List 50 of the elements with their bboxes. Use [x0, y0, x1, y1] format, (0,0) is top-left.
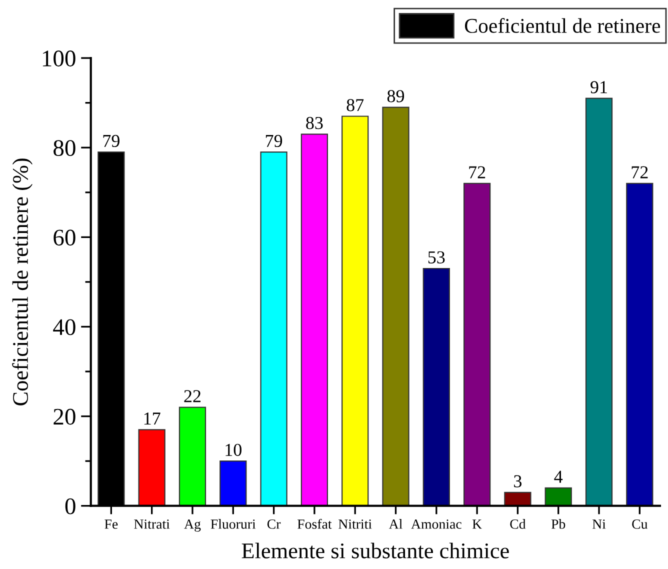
bar: [422, 268, 450, 506]
x-tick-label: Nitriti: [338, 519, 372, 529]
bar: [178, 406, 206, 506]
data-label: 22: [184, 390, 201, 402]
bar: [585, 98, 613, 506]
y-axis-title: Coeficientul de retinere (%): [12, 158, 33, 406]
legend-label: Coeficientul de retinere: [464, 18, 660, 33]
data-label: 53: [428, 251, 445, 264]
x-tick-label: Cu: [632, 519, 648, 529]
bar: [220, 460, 247, 506]
x-tick-label: Fe: [104, 520, 118, 529]
x-tick-label: Nitrati: [134, 519, 170, 529]
x-tick-label: Fluoruri: [210, 519, 256, 529]
x-tick-label: Cr: [267, 519, 281, 529]
x-axis-title: Elemente si substante chimice: [242, 542, 509, 558]
data-label: 4: [554, 470, 563, 483]
bar: [504, 492, 532, 506]
x-tick-label: Al: [388, 519, 402, 529]
bar: [382, 106, 410, 506]
x-tick-label: K: [472, 520, 482, 529]
bar: [300, 134, 328, 506]
bar: [544, 487, 572, 506]
data-label: 10: [226, 444, 242, 456]
y-tick-label: 80: [54, 140, 76, 156]
x-tick-label: Pb: [551, 519, 566, 529]
y-tick-label: 100: [42, 50, 76, 66]
data-label: 72: [469, 166, 486, 178]
bar: [342, 116, 369, 506]
y-tick-label: 20: [54, 408, 76, 425]
data-label: 91: [590, 81, 607, 94]
data-label: 83: [306, 116, 323, 130]
data-label: 89: [387, 90, 404, 102]
bar: [626, 182, 654, 506]
data-label: 87: [346, 99, 364, 112]
data-label: 79: [103, 134, 120, 148]
data-label: 72: [632, 166, 648, 178]
data-label: 79: [266, 134, 282, 148]
y-tick-label: 40: [53, 319, 76, 336]
y-tick-label: 60: [54, 230, 76, 246]
x-tick-label: Ag: [184, 519, 201, 532]
bar: [138, 429, 166, 506]
bar: [260, 152, 288, 506]
y-tick-label: 0: [65, 498, 76, 514]
x-tick-label: Ni: [592, 519, 606, 529]
x-tick-label: Amoniac: [411, 519, 462, 529]
bar: [463, 182, 491, 506]
x-tick-label: Fosfat: [297, 518, 332, 529]
data-label: 17: [144, 412, 160, 424]
data-label: 3: [514, 475, 522, 488]
x-tick-label: Cd: [510, 519, 526, 529]
